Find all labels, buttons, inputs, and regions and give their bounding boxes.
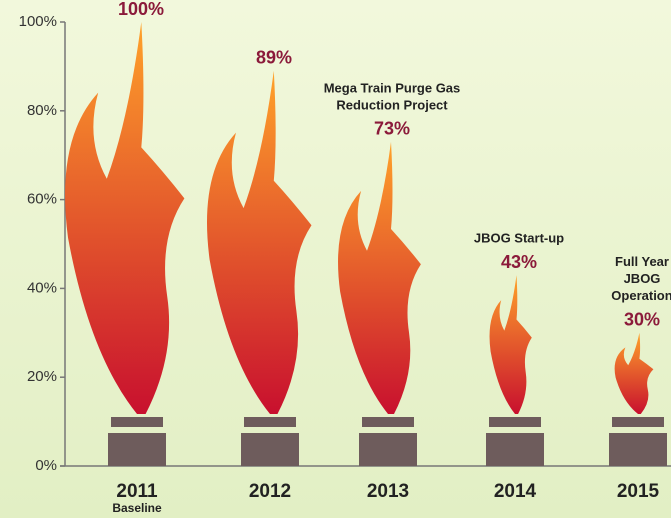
- chimney-cap: [612, 417, 664, 427]
- value-label: 100%: [118, 0, 164, 19]
- chimney: [108, 433, 166, 466]
- chimney: [486, 433, 544, 466]
- x-tick-label: 2015: [617, 481, 660, 502]
- chart: 0% 20% 40% 60% 80% 100% 100% 2011Baseline 89% 201…: [0, 0, 671, 518]
- annotation: Reduction Project: [336, 97, 448, 112]
- x-tick-label: 2012: [249, 481, 291, 502]
- y-tick-label: 80%: [27, 102, 57, 119]
- x-tick-label: 2011: [116, 481, 158, 502]
- category-note: Baseline: [112, 501, 162, 515]
- value-label: 43%: [501, 252, 537, 272]
- chimney: [359, 433, 417, 466]
- y-tick-label: 60%: [27, 191, 57, 208]
- chimney-cap: [244, 417, 296, 427]
- annotation: JBOG Start-up: [474, 231, 564, 246]
- x-tick-label: 2013: [367, 481, 409, 502]
- x-tick-label: 2014: [494, 481, 537, 502]
- value-label: 73%: [374, 119, 410, 139]
- annotation: JBOG: [624, 271, 661, 286]
- y-tick-label: 40%: [27, 279, 57, 296]
- y-tick-label: 20%: [27, 368, 57, 385]
- value-label: 30%: [624, 310, 660, 330]
- chimney-cap: [111, 417, 163, 427]
- chimney: [609, 433, 667, 466]
- chimney: [241, 433, 299, 466]
- chimney-cap: [362, 417, 414, 427]
- y-tick-label: 100%: [19, 13, 57, 30]
- y-tick-label: 0%: [35, 457, 57, 474]
- value-label: 89%: [256, 48, 292, 68]
- annotation: Operation: [611, 288, 671, 303]
- chimney-cap: [489, 417, 541, 427]
- annotation: Mega Train Purge Gas: [324, 80, 461, 95]
- annotation: Full Year: [615, 254, 669, 269]
